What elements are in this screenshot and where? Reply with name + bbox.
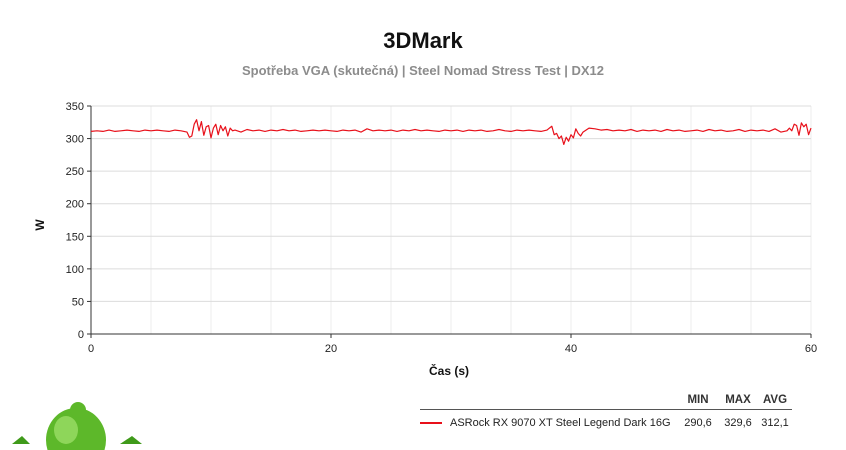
legend-header: MIN MAX AVG [420,394,792,410]
legend-series-name: ASRock RX 9070 XT Steel Legend Dark 16G [450,417,671,429]
y-tick-label: 50 [72,296,84,308]
legend-min-value: 290,6 [684,417,712,429]
legend-row: ASRock RX 9070 XT Steel Legend Dark 16G … [420,417,792,429]
legend-header-min: MIN [687,394,709,406]
legend-header-avg: AVG [762,394,788,406]
y-tick-label: 150 [66,231,84,243]
chart-title: 3DMark [383,28,463,53]
legend-max-value: 329,6 [724,417,752,429]
legend-header-max: MAX [725,394,751,406]
legend-swatch [420,422,442,424]
x-axis-label: Čas (s) [429,363,469,378]
y-tick-label: 350 [66,101,84,113]
legend-avg-value: 312,1 [761,417,789,429]
line-chart: 0 50 100 150 200 250 300 350 0 20 40 60 Čas (s) W [33,101,817,378]
legend: MIN MAX AVG ASRock RX 9070 XT Steel Lege… [420,394,792,429]
y-tick-label: 0 [78,329,84,341]
x-tick-label: 0 [88,343,94,355]
y-tick-label: 250 [66,166,84,178]
y-tick-label: 100 [66,264,84,276]
series-line [90,119,812,145]
x-tick-label: 40 [565,343,577,355]
mascot-logo [12,402,142,450]
y-tick-label: 200 [66,199,84,211]
x-tick-label: 20 [325,343,337,355]
x-tick-label: 60 [805,343,817,355]
chart-subtitle: Spotřeba VGA (skutečná) | Steel Nomad St… [242,63,604,78]
y-axis-label: W [33,219,47,231]
y-tick-label: 300 [66,134,84,146]
